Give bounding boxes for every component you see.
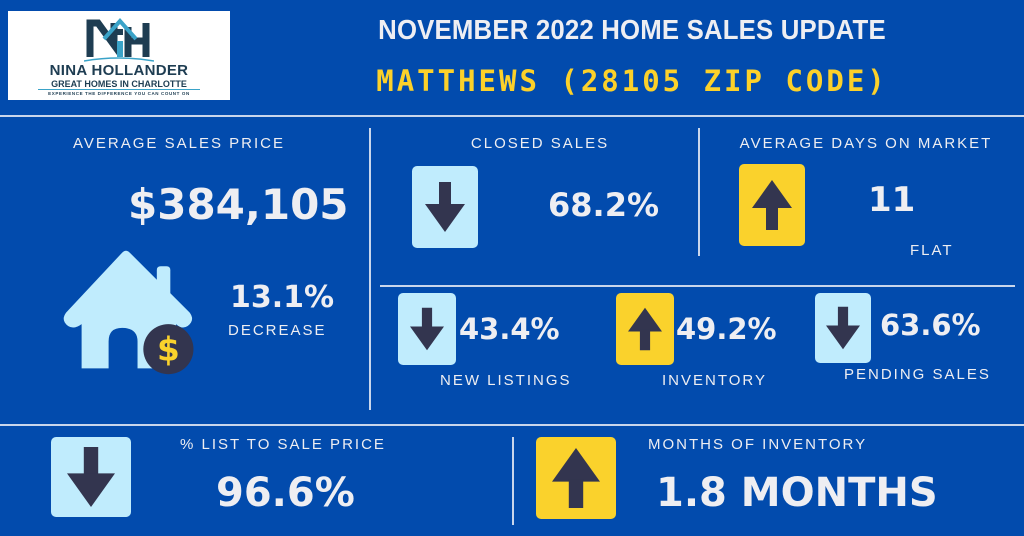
pending-sales-label: PENDING SALES: [844, 366, 991, 383]
page-title: NOVEMBER 2022 HOME SALES UPDATE: [378, 14, 886, 45]
months-inventory-indicator: [536, 437, 616, 519]
avg-days-label: AVERAGE DAYS ON MARKET: [739, 135, 993, 152]
closed-sales-value: 68.2%: [548, 186, 660, 224]
closed-sales-indicator: [412, 166, 478, 248]
arrow-up-icon: [752, 180, 792, 230]
pending-sales-indicator: [815, 293, 871, 363]
new-listings-label: NEW LISTINGS: [440, 372, 572, 389]
svg-text:$: $: [157, 331, 180, 369]
avg-sales-price-value: $384,105: [128, 180, 349, 229]
logo-name: NINA HOLLANDER: [49, 62, 189, 79]
arrow-down-icon: [67, 447, 115, 507]
logo-tagline: EXPERIENCE THE DIFFERENCE YOU CAN COUNT …: [48, 91, 190, 96]
bottom-divider: [0, 424, 1024, 426]
avg-days-value: 11: [868, 180, 916, 220]
list-to-sale-indicator: [51, 437, 131, 517]
months-inventory-label: MONTHS OF INVENTORY: [648, 436, 868, 453]
left-column-divider: [369, 128, 371, 410]
inventory-indicator: [616, 293, 674, 365]
logo-divider: [38, 89, 200, 90]
house-dollar-icon: $: [63, 250, 194, 375]
avg-sales-price-direction: DECREASE: [228, 322, 327, 339]
inventory-value: 49.2%: [676, 312, 777, 346]
page-subtitle: MATTHEWS (28105 ZIP CODE): [376, 64, 888, 98]
avg-days-indicator: [739, 164, 805, 246]
avg-days-note: FLAT: [910, 242, 954, 259]
logo: NINA HOLLANDER GREAT HOMES IN CHARLOTTE …: [8, 11, 230, 100]
pending-sales-value: 63.6%: [880, 308, 981, 342]
middle-right-divider: [380, 285, 1015, 287]
arrow-down-icon: [826, 306, 860, 350]
new-listings-indicator: [398, 293, 456, 365]
top-right-divider: [698, 128, 700, 256]
months-inventory-value: 1.8 MONTHS: [656, 470, 938, 516]
bottom-divider-vertical: [512, 437, 514, 525]
header-divider: [0, 115, 1024, 117]
new-listings-value: 43.4%: [459, 312, 560, 346]
avg-sales-price-change: 13.1%: [230, 280, 335, 315]
logo-subtitle: GREAT HOMES IN CHARLOTTE: [51, 79, 187, 89]
arrow-down-icon: [410, 307, 444, 351]
avg-sales-price-label: AVERAGE SALES PRICE: [73, 135, 285, 152]
nh-logo-mark-icon: [84, 17, 154, 62]
list-to-sale-label: % LIST TO SALE PRICE: [180, 436, 386, 453]
arrow-up-icon: [628, 307, 662, 351]
arrow-up-icon: [552, 448, 600, 508]
closed-sales-label: CLOSED SALES: [470, 135, 610, 152]
arrow-down-icon: [425, 182, 465, 232]
inventory-label: INVENTORY: [662, 372, 767, 389]
list-to-sale-value: 96.6%: [216, 470, 355, 516]
